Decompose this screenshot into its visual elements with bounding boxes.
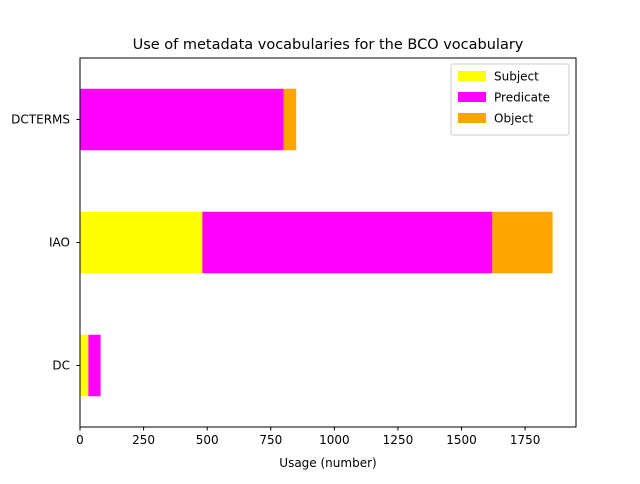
x-tick-label: 1000 [319,433,350,447]
bar-object-iao [492,211,553,274]
bar-predicate-iao [202,211,493,274]
x-tick-label: 1500 [446,433,477,447]
x-axis: 0 250 500 750 1000 1250 1500 1750 [76,427,540,447]
chart-title: Use of metadata vocabularies for the BCO… [133,37,524,53]
y-tick-label: DCTERMS [11,113,70,127]
x-tick-label: 750 [259,433,282,447]
x-tick-label: 250 [132,433,155,447]
legend-label-object: Object [494,112,533,126]
x-tick-label: 1250 [383,433,414,447]
legend-label-predicate: Predicate [494,91,550,105]
bars-layer [80,88,553,397]
bar-subject-dc [80,334,89,397]
legend-label-subject: Subject [494,70,539,84]
bar-predicate-dcterms [80,88,284,151]
y-axis: DC IAO DCTERMS [11,113,80,373]
y-tick-label: DC [52,359,70,373]
bar-subject-iao [80,211,203,274]
bar-object-dcterms [283,88,297,151]
y-tick-label: IAO [49,236,70,250]
x-tick-label: 500 [196,433,219,447]
legend: Subject Predicate Object [450,63,570,136]
legend-swatch-object [458,113,486,123]
x-tick-label: 1750 [510,433,541,447]
bar-predicate-dc [88,334,101,397]
legend-swatch-subject [458,71,486,81]
legend-swatch-predicate [458,92,486,102]
x-axis-label: Usage (number) [279,456,376,470]
x-tick-label: 0 [76,433,84,447]
